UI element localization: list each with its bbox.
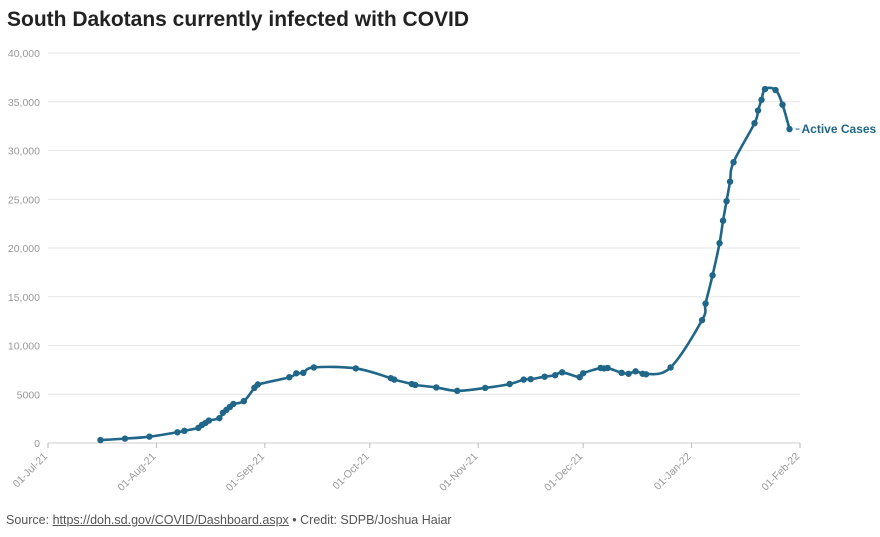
data-point[interactable] — [698, 316, 706, 324]
y-tick-label: 30,000 — [8, 146, 40, 158]
data-point[interactable] — [174, 429, 181, 436]
data-point[interactable] — [254, 381, 262, 388]
data-point[interactable] — [786, 125, 793, 133]
data-point[interactable] — [551, 372, 559, 379]
data-point[interactable] — [579, 370, 587, 377]
data-point[interactable] — [181, 427, 188, 435]
data-point[interactable] — [758, 96, 765, 104]
data-point[interactable] — [205, 417, 213, 424]
x-tick-label: 01-Nov-21 — [437, 451, 480, 494]
data-point[interactable] — [300, 369, 307, 376]
data-point[interactable] — [97, 436, 104, 444]
data-point[interactable] — [121, 435, 129, 442]
data-point[interactable] — [667, 364, 674, 371]
y-tick-label: 35,000 — [8, 97, 40, 109]
data-point[interactable] — [604, 364, 611, 372]
data-point[interactable] — [293, 370, 300, 377]
x-tick-label: 01-Oct-21 — [330, 451, 372, 493]
y-tick-label: 5000 — [17, 389, 41, 401]
x-tick-label: 01-Jan-22 — [652, 451, 694, 493]
series-end-label: Active Cases — [795, 122, 877, 136]
data-point[interactable] — [726, 178, 734, 185]
source-prefix: Source: — [6, 513, 53, 527]
data-point[interactable] — [751, 120, 758, 127]
y-tick-label: 20,000 — [8, 243, 40, 255]
y-gridlines — [48, 52, 800, 444]
data-point[interactable] — [412, 381, 419, 389]
y-tick-label: 10,000 — [8, 341, 40, 353]
data-point[interactable] — [454, 387, 461, 395]
data-point[interactable] — [506, 380, 513, 388]
data-point[interactable] — [772, 86, 779, 94]
x-tick-label: 01-Aug-21 — [115, 451, 158, 494]
data-point[interactable] — [482, 384, 489, 392]
series-line — [99, 86, 791, 442]
data-point[interactable] — [146, 433, 153, 440]
data-point[interactable] — [433, 384, 440, 391]
series-label-active-cases: Active Cases — [802, 122, 877, 136]
x-tick-label: 01-Sep-21 — [224, 451, 267, 494]
chart-title: South Dakotans currently infected with C… — [7, 8, 470, 31]
y-tick-label: 40,000 — [8, 48, 40, 60]
x-tick-label: 01-Jul-21 — [11, 451, 51, 491]
data-point[interactable] — [632, 368, 639, 375]
data-point[interactable] — [779, 101, 786, 108]
data-point[interactable] — [625, 370, 632, 377]
data-point[interactable] — [558, 369, 566, 376]
x-tick-label: 01-Dec-21 — [542, 451, 585, 494]
credit-text: • Credit: SDPB/Joshua Haiar — [288, 513, 452, 527]
y-tick-label: 0 — [34, 438, 40, 450]
data-point[interactable] — [310, 364, 318, 371]
y-axis-ticks: 0 5000 10,000 15,000 20,000 25,000 30,000 35,00… — [8, 48, 40, 450]
data-point[interactable] — [527, 375, 534, 383]
data-point[interactable] — [618, 369, 625, 376]
source-link[interactable]: https://doh.sd.gov/COVID/Dashboard.aspx — [52, 513, 289, 527]
data-point[interactable] — [520, 376, 527, 383]
data-point[interactable] — [761, 85, 769, 93]
series-active-cases — [97, 85, 793, 444]
y-tick-label: 15,000 — [8, 292, 40, 304]
data-point[interactable] — [754, 107, 762, 114]
x-axis: 01-Jul-21 01-Aug-21 01-Sep-21 01-Oct-21 01-N… — [11, 443, 802, 494]
data-point[interactable] — [642, 371, 650, 378]
chart-footer: Source: https://doh.sd.gov/COVID/Dashboa… — [6, 513, 452, 527]
data-point[interactable] — [716, 239, 723, 247]
data-point[interactable] — [719, 217, 727, 224]
data-point[interactable] — [723, 198, 730, 205]
data-point[interactable] — [702, 300, 709, 307]
line-chart: 0 5000 10,000 15,000 20,000 25,000 30,000 35,00… — [8, 48, 877, 494]
x-tick-label: 01-Feb-22 — [759, 451, 802, 494]
data-point[interactable] — [286, 373, 293, 381]
data-point[interactable] — [216, 414, 223, 422]
data-point[interactable] — [352, 365, 359, 372]
data-point[interactable] — [709, 272, 716, 279]
data-point[interactable] — [391, 376, 398, 383]
data-point[interactable] — [730, 159, 737, 166]
data-point[interactable] — [240, 397, 248, 405]
y-tick-label: 25,000 — [8, 194, 40, 206]
data-point[interactable] — [230, 400, 237, 408]
data-point[interactable] — [541, 373, 548, 380]
